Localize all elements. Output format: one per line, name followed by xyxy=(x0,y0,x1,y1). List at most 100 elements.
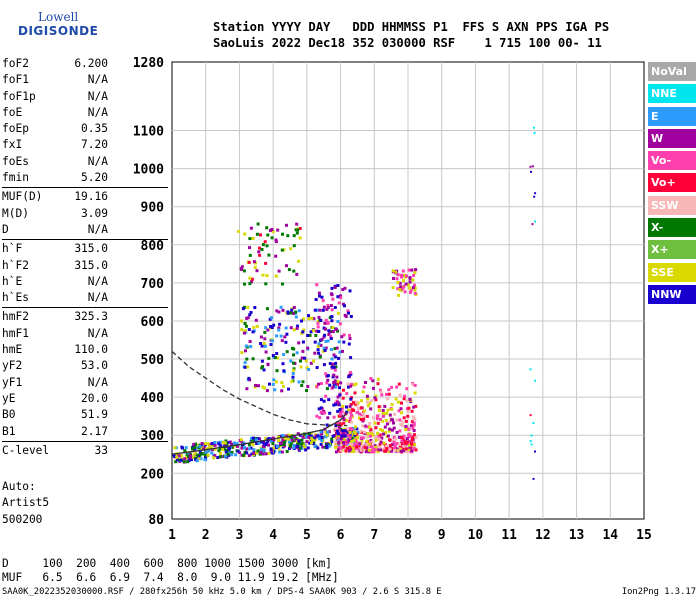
echo-point xyxy=(529,414,532,417)
echo-point xyxy=(316,446,320,450)
d-row: D 100 200 400 600 800 1000 1500 3000 [km… xyxy=(2,557,333,570)
echo-point xyxy=(365,435,369,439)
y-tick-label: 500 xyxy=(141,353,165,368)
echo-point xyxy=(405,387,409,391)
echo-point xyxy=(363,414,366,418)
echo-point xyxy=(341,441,345,444)
param-row: h`F 315.0 xyxy=(2,241,168,257)
echo-point xyxy=(235,444,239,448)
echo-point xyxy=(200,442,204,445)
echo-point xyxy=(316,434,320,438)
echo-point xyxy=(270,450,274,454)
echo-point xyxy=(298,236,302,240)
echo-point xyxy=(353,402,357,406)
echo-point xyxy=(297,259,300,263)
echo-point xyxy=(336,382,340,386)
echo-point xyxy=(338,434,342,438)
echo-point xyxy=(255,451,258,455)
echo-point xyxy=(298,446,302,450)
echo-point xyxy=(316,348,320,352)
echo-point xyxy=(285,350,289,354)
param-value: 2.17 xyxy=(81,424,108,438)
echo-point xyxy=(350,431,354,435)
echo-point xyxy=(354,425,357,429)
echo-point xyxy=(292,311,295,315)
echo-point xyxy=(294,436,298,440)
echo-point xyxy=(186,460,190,464)
echo-point xyxy=(334,442,338,446)
echo-point xyxy=(308,441,312,445)
echo-point xyxy=(322,363,326,367)
echo-point xyxy=(300,356,304,360)
echo-point xyxy=(337,445,341,449)
param-key: M(D) xyxy=(2,206,29,220)
echo-point xyxy=(227,450,231,454)
echo-point xyxy=(365,394,369,398)
echo-point xyxy=(239,438,243,442)
y-tick-label: 600 xyxy=(141,315,165,330)
echo-point xyxy=(290,435,293,439)
echo-point xyxy=(352,449,356,453)
echo-point xyxy=(381,409,385,412)
echo-point xyxy=(275,334,279,338)
echo-point xyxy=(271,436,275,440)
echo-point xyxy=(379,417,382,421)
echo-point xyxy=(337,441,341,445)
echo-point xyxy=(292,443,296,447)
echo-point xyxy=(328,444,332,448)
echo-point xyxy=(368,422,372,425)
echo-point xyxy=(290,380,294,384)
echo-point xyxy=(298,433,302,437)
echo-point xyxy=(251,443,255,447)
echo-point xyxy=(275,369,279,373)
lowell-digisonde-logo: Lowell DIGISONDE xyxy=(4,8,98,48)
echo-point xyxy=(329,334,333,338)
echo-point xyxy=(274,380,278,384)
echo-point xyxy=(406,414,410,418)
echo-point xyxy=(377,405,381,409)
echo-point xyxy=(372,386,375,390)
echo-point xyxy=(360,413,364,417)
echo-point xyxy=(311,438,314,442)
echo-point xyxy=(404,282,408,286)
echo-point xyxy=(212,456,216,460)
param-value: 5.20 xyxy=(81,171,108,185)
y-tick-label: 1280 xyxy=(133,56,164,71)
echo-point xyxy=(260,344,264,348)
echo-point xyxy=(324,346,328,350)
echo-point xyxy=(329,304,333,308)
echo-point xyxy=(348,289,352,293)
echo-point xyxy=(326,430,330,434)
echo-point xyxy=(274,254,278,258)
echo-point xyxy=(241,307,245,311)
param-value: 0.35 xyxy=(81,122,108,136)
echo-point xyxy=(352,441,356,444)
echo-point xyxy=(317,330,321,333)
echo-point xyxy=(397,409,401,413)
echo-point xyxy=(228,440,232,444)
echo-point xyxy=(300,319,303,323)
echo-point xyxy=(339,381,343,385)
legend-item-nne: NNE xyxy=(648,84,696,104)
echo-point xyxy=(281,384,285,388)
echo-point xyxy=(379,440,383,444)
echo-point xyxy=(532,421,535,424)
param-value: 33 xyxy=(94,443,108,457)
echo-point xyxy=(309,330,313,334)
echo-point xyxy=(264,282,268,286)
echo-point xyxy=(307,314,310,318)
echo-point xyxy=(261,385,265,389)
echo-point xyxy=(354,404,358,408)
echo-point xyxy=(413,383,417,387)
echo-point xyxy=(337,425,341,429)
echo-point xyxy=(314,298,318,301)
echo-point xyxy=(375,414,379,418)
echo-point xyxy=(197,446,201,450)
echo-point xyxy=(329,337,333,340)
echo-point xyxy=(236,449,240,453)
param-key: hmF2 xyxy=(2,310,29,324)
echo-point xyxy=(282,369,286,373)
echo-point xyxy=(339,441,343,445)
echo-point xyxy=(334,327,338,331)
echo-point xyxy=(260,447,263,451)
